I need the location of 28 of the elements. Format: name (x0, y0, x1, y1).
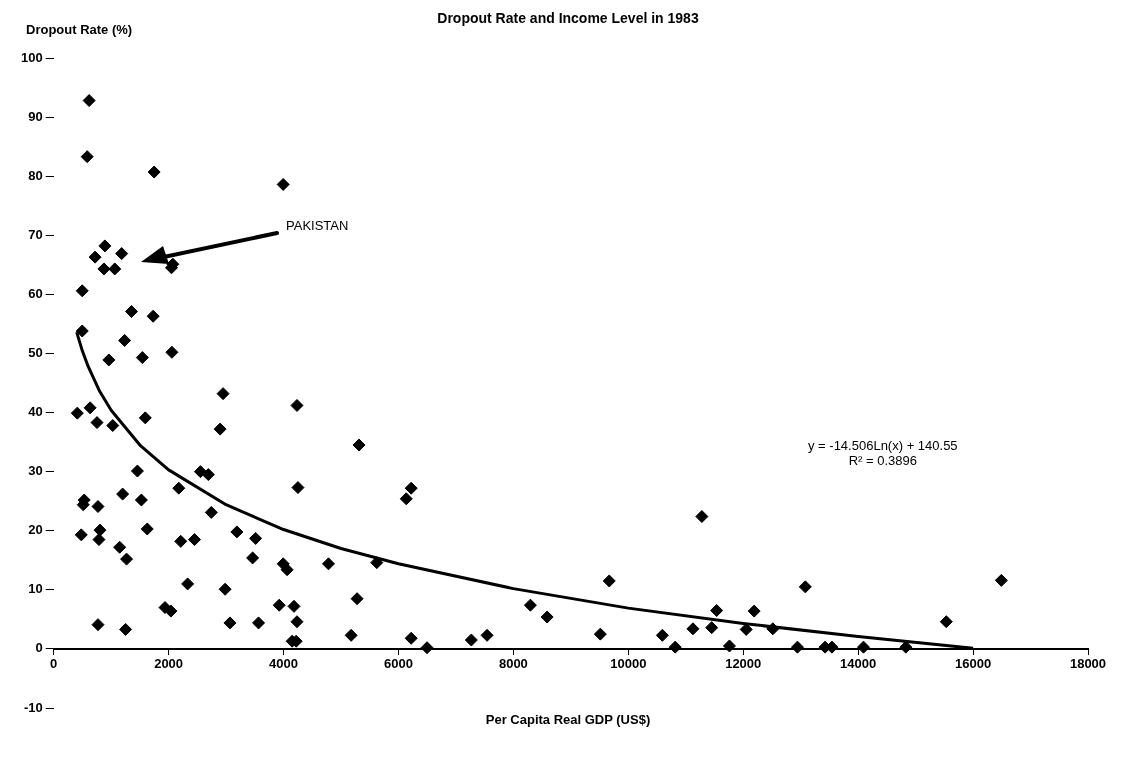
x-tick-label: 6000 (384, 656, 413, 672)
x-tick-label: 2000 (154, 656, 184, 672)
annotation: y = -14.506Ln(x) + 140.55 (808, 438, 958, 453)
annotation: R² = 0.3896 (847, 453, 918, 468)
y-tick-label: 10 (28, 581, 43, 597)
annotation: PAKISTAN (286, 218, 349, 233)
x-tick-label: 14000 (840, 656, 877, 672)
y-tick-label: 0 (35, 640, 43, 656)
y-tick-label: 70 (28, 226, 43, 242)
x-tick-label: 4000 (269, 656, 298, 672)
y-tick-label: 90 (28, 108, 43, 124)
y-tick-label: 60 (28, 285, 43, 301)
x-tick-label: 0 (50, 656, 58, 672)
y-tick-label: 40 (28, 404, 43, 420)
y-tick-label: 50 (28, 345, 43, 361)
chart-title: Dropout Rate and Income Level in 1983 (437, 10, 699, 26)
y-tick-label: 100 (20, 49, 43, 65)
x-tick-label: 18000 (1069, 656, 1107, 672)
y-tick-label: 80 (28, 167, 43, 183)
x-tick-label: 16000 (955, 656, 992, 672)
x-tick-label: 8000 (498, 656, 528, 672)
x-axis-title: Per Capita Real GDP (US$) (485, 712, 651, 727)
y-tick-label: -10 (23, 699, 43, 715)
x-tick-label: 10000 (610, 656, 647, 672)
x-tick-label: 12000 (725, 656, 762, 672)
y-axis-title: Dropout Rate (%) (26, 22, 133, 37)
y-tick-label: 30 (28, 463, 43, 479)
y-tick-label: 20 (28, 522, 43, 538)
